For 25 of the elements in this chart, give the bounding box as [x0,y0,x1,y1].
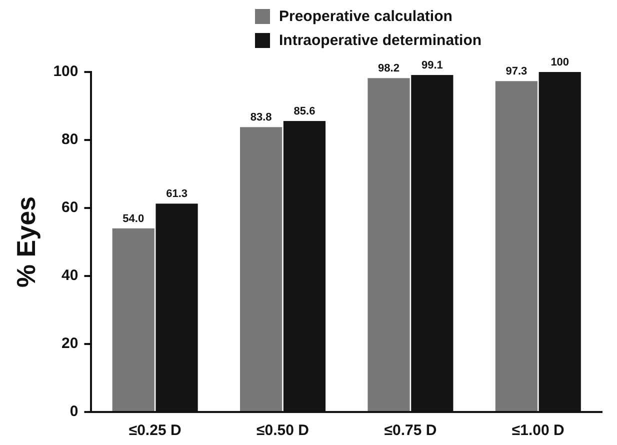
x-tick-label: ≤0.25 D [128,422,182,440]
y-tick-label: 60 [62,199,78,216]
y-axis-title: % Eyes [10,196,41,288]
data-label: 99.1 [421,60,443,72]
bar [368,78,410,411]
data-label: 85.6 [294,105,316,118]
data-label: 54.0 [122,212,144,225]
data-label: 100 [550,56,570,69]
data-label: 83.8 [250,112,272,124]
bar [495,81,538,411]
data-label: 98.2 [378,62,400,75]
y-tick-label: 20 [62,335,78,352]
y-tick-label: 0 [70,403,78,420]
legend-label: Intraoperative determination [279,32,482,48]
legend-label: Preoperative calculation [279,8,452,24]
y-tick-label: 100 [53,63,78,80]
y-tick-label: 40 [62,267,78,284]
y-tick-label: 80 [62,131,78,148]
x-tick-label: ≤0.50 D [256,422,310,440]
bar [112,228,154,411]
x-tick-label: ≤1.00 D [512,422,565,440]
x-tick-label: ≤0.75 D [384,422,437,440]
bar [240,127,282,411]
data-label: 97.3 [506,66,528,78]
data-label: 61.3 [166,188,188,200]
